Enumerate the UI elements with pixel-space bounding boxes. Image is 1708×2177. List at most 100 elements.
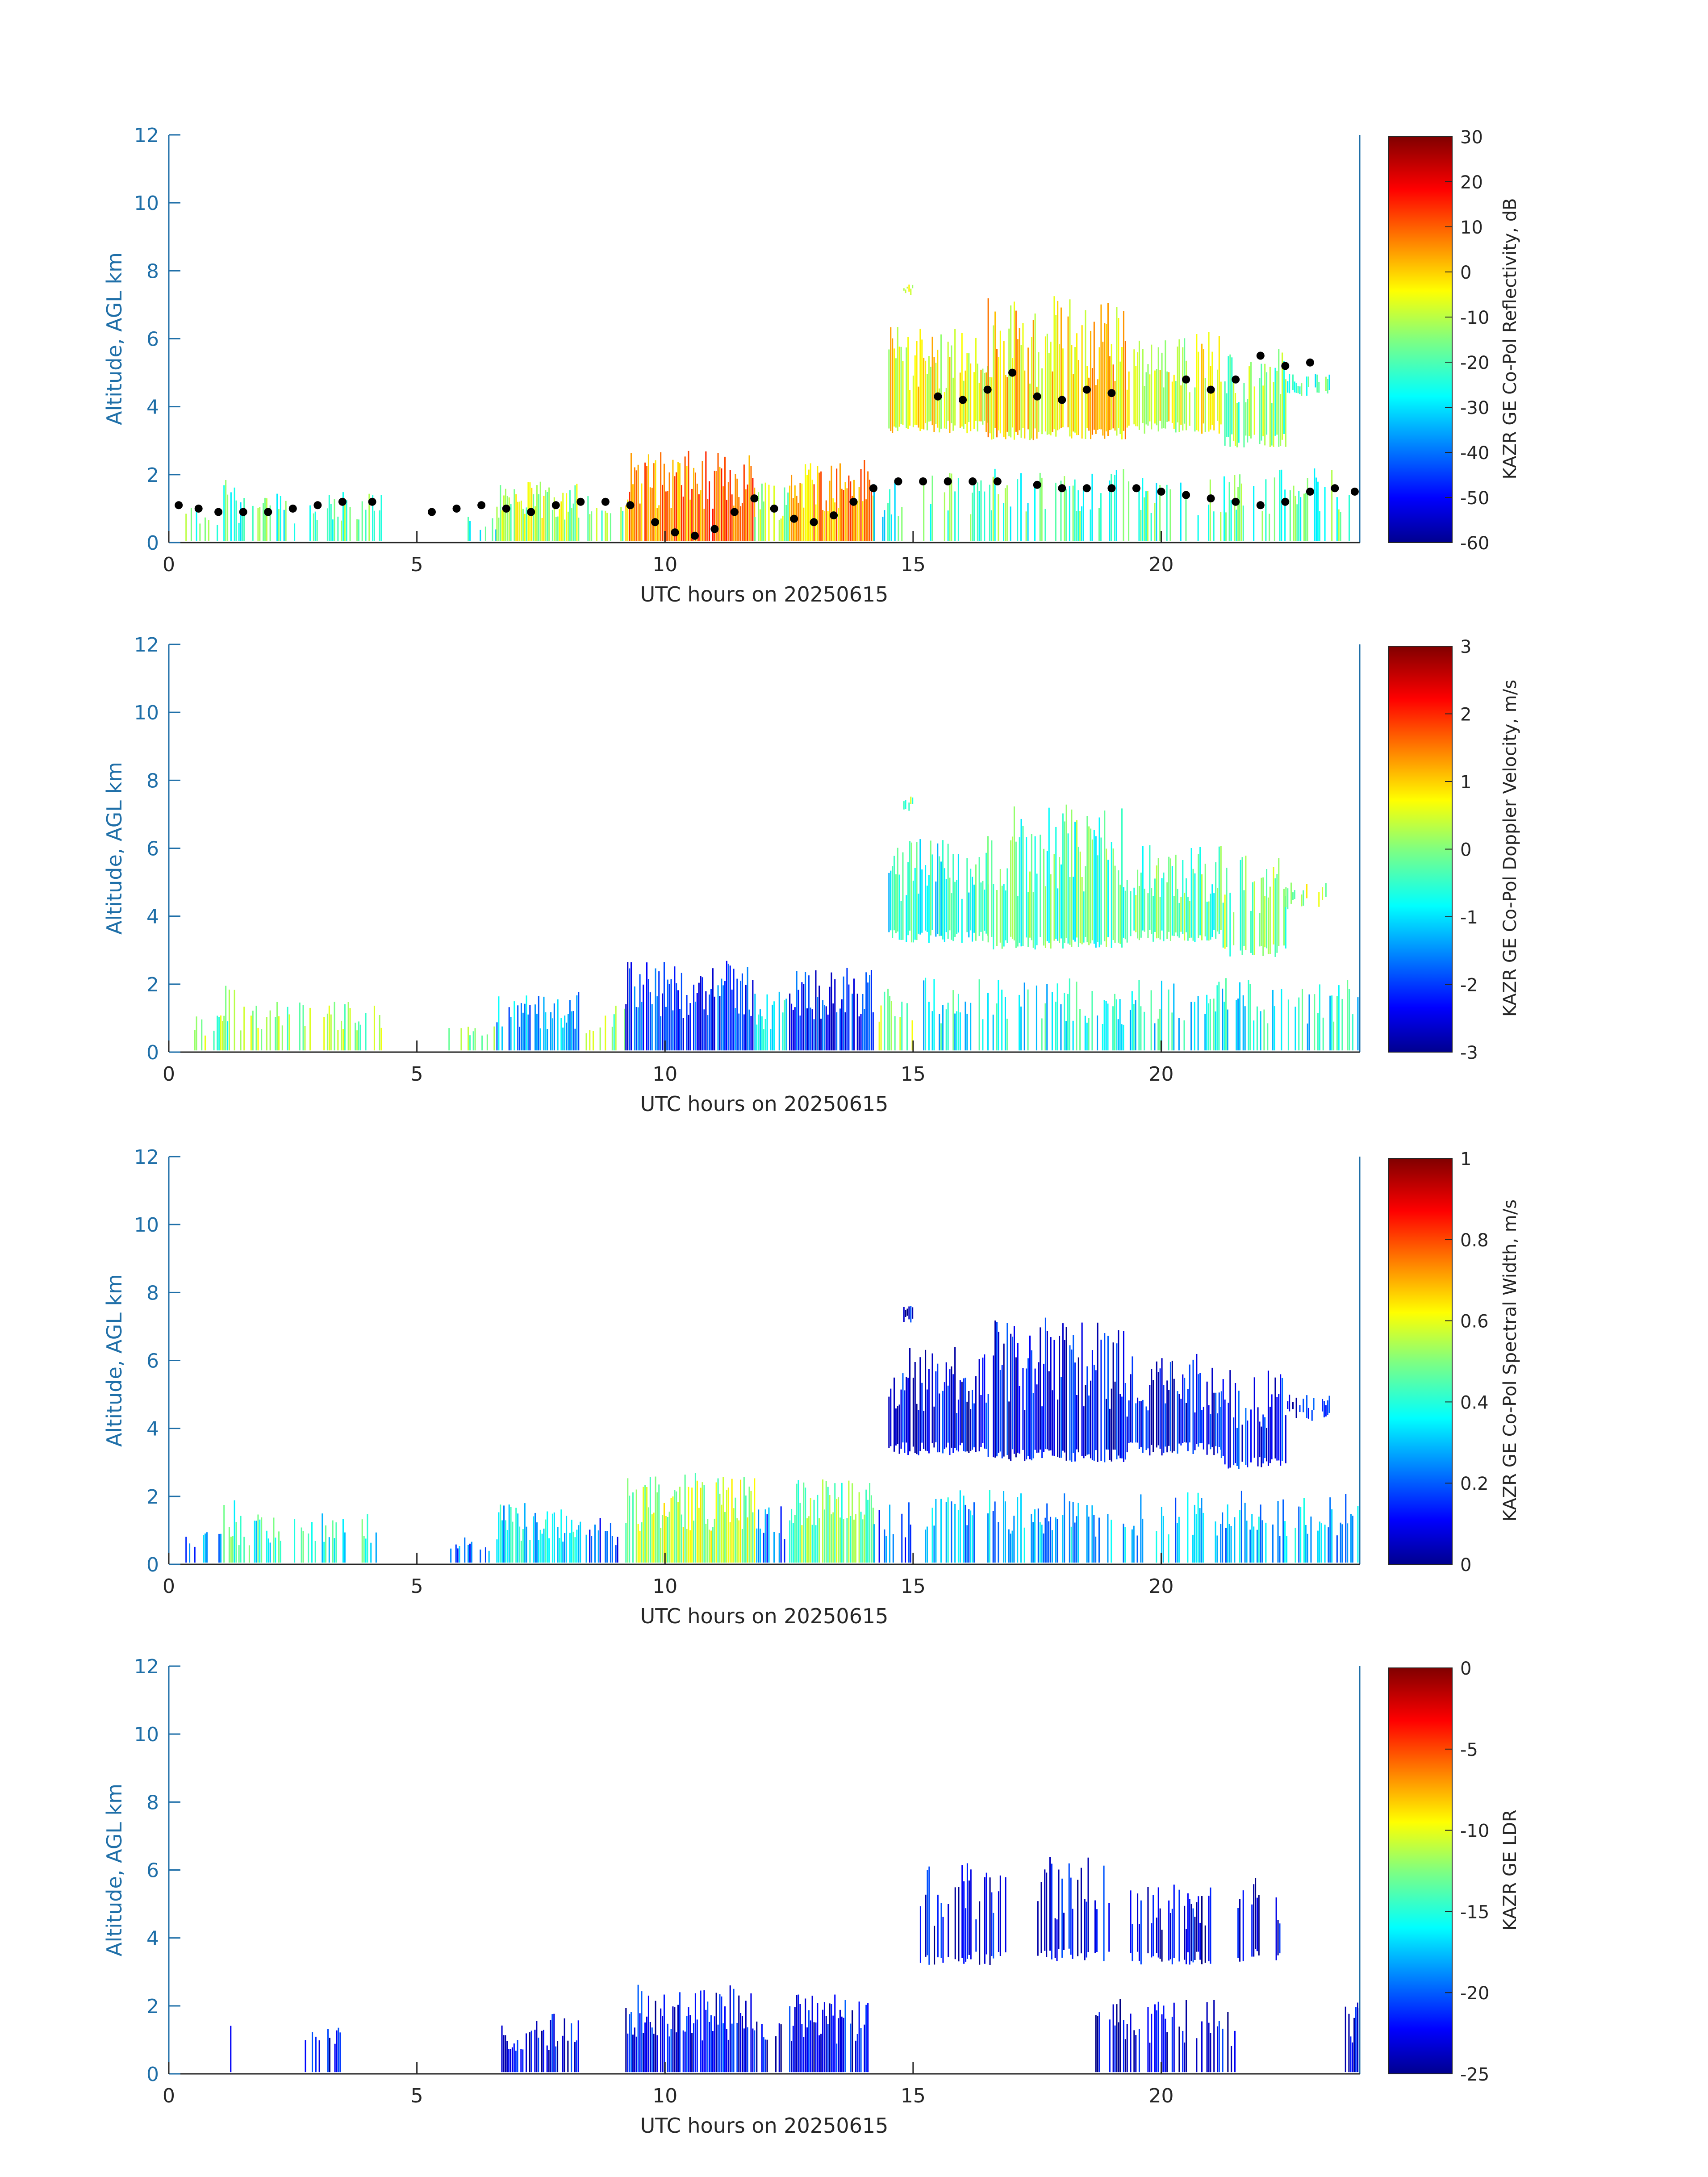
echo-streak [1283,361,1285,434]
echo-streak [999,330,1001,434]
echo-streak [827,511,829,541]
echo-streak [975,864,977,941]
echo-streak [1102,342,1104,436]
echo-streak [1103,1000,1105,1051]
echo-streak [1178,1889,1180,1962]
echo-streak [1145,1406,1147,1450]
echo-streak [1050,1337,1052,1450]
echo-streak [1161,1930,1163,1962]
cloud-base-point [1182,375,1190,384]
echo-streak [1088,1018,1090,1051]
echo-streak [227,1021,229,1051]
echo-streak [524,1003,526,1051]
echo-streak [712,2031,714,2073]
echo-streak [646,466,648,541]
y-tick-label: 12 [134,634,159,656]
echo-streak [1239,1510,1241,1563]
echo-streak [1041,368,1043,435]
echo-streak [873,1524,875,1563]
echo-streak [1325,376,1327,391]
echo-streak [1162,1516,1164,1563]
echo-streak [1027,989,1029,1051]
echo-streak [471,1542,472,1563]
echo-streak [1328,1396,1330,1413]
echo-streak [1142,478,1144,541]
echo-streak [825,500,827,541]
echo-streak [1352,2042,1353,2073]
echo-streak [1097,1322,1098,1462]
echo-streak [1190,848,1192,938]
cloud-base-point [750,494,759,503]
echo-streak [1072,1502,1074,1563]
echo-streak [693,2023,695,2073]
echo-streak [933,1406,935,1448]
echo-streak [954,1887,956,1960]
echo-streak [724,1512,726,1563]
echo-streak [1069,1501,1070,1563]
echo-streak [677,2005,679,2073]
echo-streak [903,288,905,291]
echo-streak [1054,1918,1056,1958]
echo-streak [562,1542,564,1563]
colorbar-tick-label: -20 [1460,1983,1489,2004]
echo-streak [1175,854,1177,933]
echo-streak [729,1985,731,2073]
echo-streak [975,1919,977,1952]
echo-streak [693,468,695,541]
echo-streak [551,1018,553,1051]
echo-streak [754,1478,756,1563]
echo-streak [890,1001,892,1051]
echo-streak [927,1870,928,1956]
echo-streak [747,2027,748,2073]
echo-streak [906,286,908,289]
echo-streak [217,525,218,541]
echo-streak [961,1865,963,1958]
echo-streak [743,1014,745,1051]
echo-streak [1333,1021,1335,1051]
echo-streak [1109,2019,1111,2073]
echo-streak [846,488,848,541]
echo-streak [1199,1922,1201,1960]
echo-streak [1180,482,1182,541]
echo-streak [1123,1024,1124,1051]
echo-streak [1282,1378,1283,1461]
echo-streak [794,1515,796,1563]
echo-streak [1199,847,1201,936]
echo-streak [1267,897,1269,954]
echo-streak [460,1028,462,1051]
echo-streak [890,870,892,931]
echo-streak [672,2006,674,2073]
echo-streak [635,2036,637,2073]
echo-streak [980,882,982,932]
echo-streak [1111,344,1112,430]
echo-streak [724,981,726,1051]
echo-streak [1253,881,1255,955]
echo-streak [894,480,896,541]
echo-streak [1114,2025,1116,2073]
echo-streak [848,475,850,541]
echo-streak [956,880,958,934]
echo-streak [1266,1428,1268,1462]
echo-streak [335,1522,337,1563]
echo-streak [944,492,945,541]
echo-streak [939,1393,940,1453]
echo-streak [1115,999,1117,1051]
echo-streak [848,984,850,1051]
echo-streak [1006,485,1008,541]
echo-streak [1173,1885,1175,1958]
echo-streak [1345,1494,1347,1563]
echo-streak [1012,836,1014,939]
echo-streak [694,1473,696,1563]
echo-streak [714,1518,715,1563]
echo-streak [1114,865,1116,943]
echo-streak [1171,1012,1173,1051]
echo-streak [1107,1336,1109,1450]
echo-streak [1201,343,1203,434]
echo-streak [925,865,927,931]
echo-streak [1135,366,1137,426]
echo-streak [789,1520,791,1563]
echo-streak [280,1541,281,1563]
echo-streak [756,1024,758,1051]
echo-streak [996,1322,998,1457]
